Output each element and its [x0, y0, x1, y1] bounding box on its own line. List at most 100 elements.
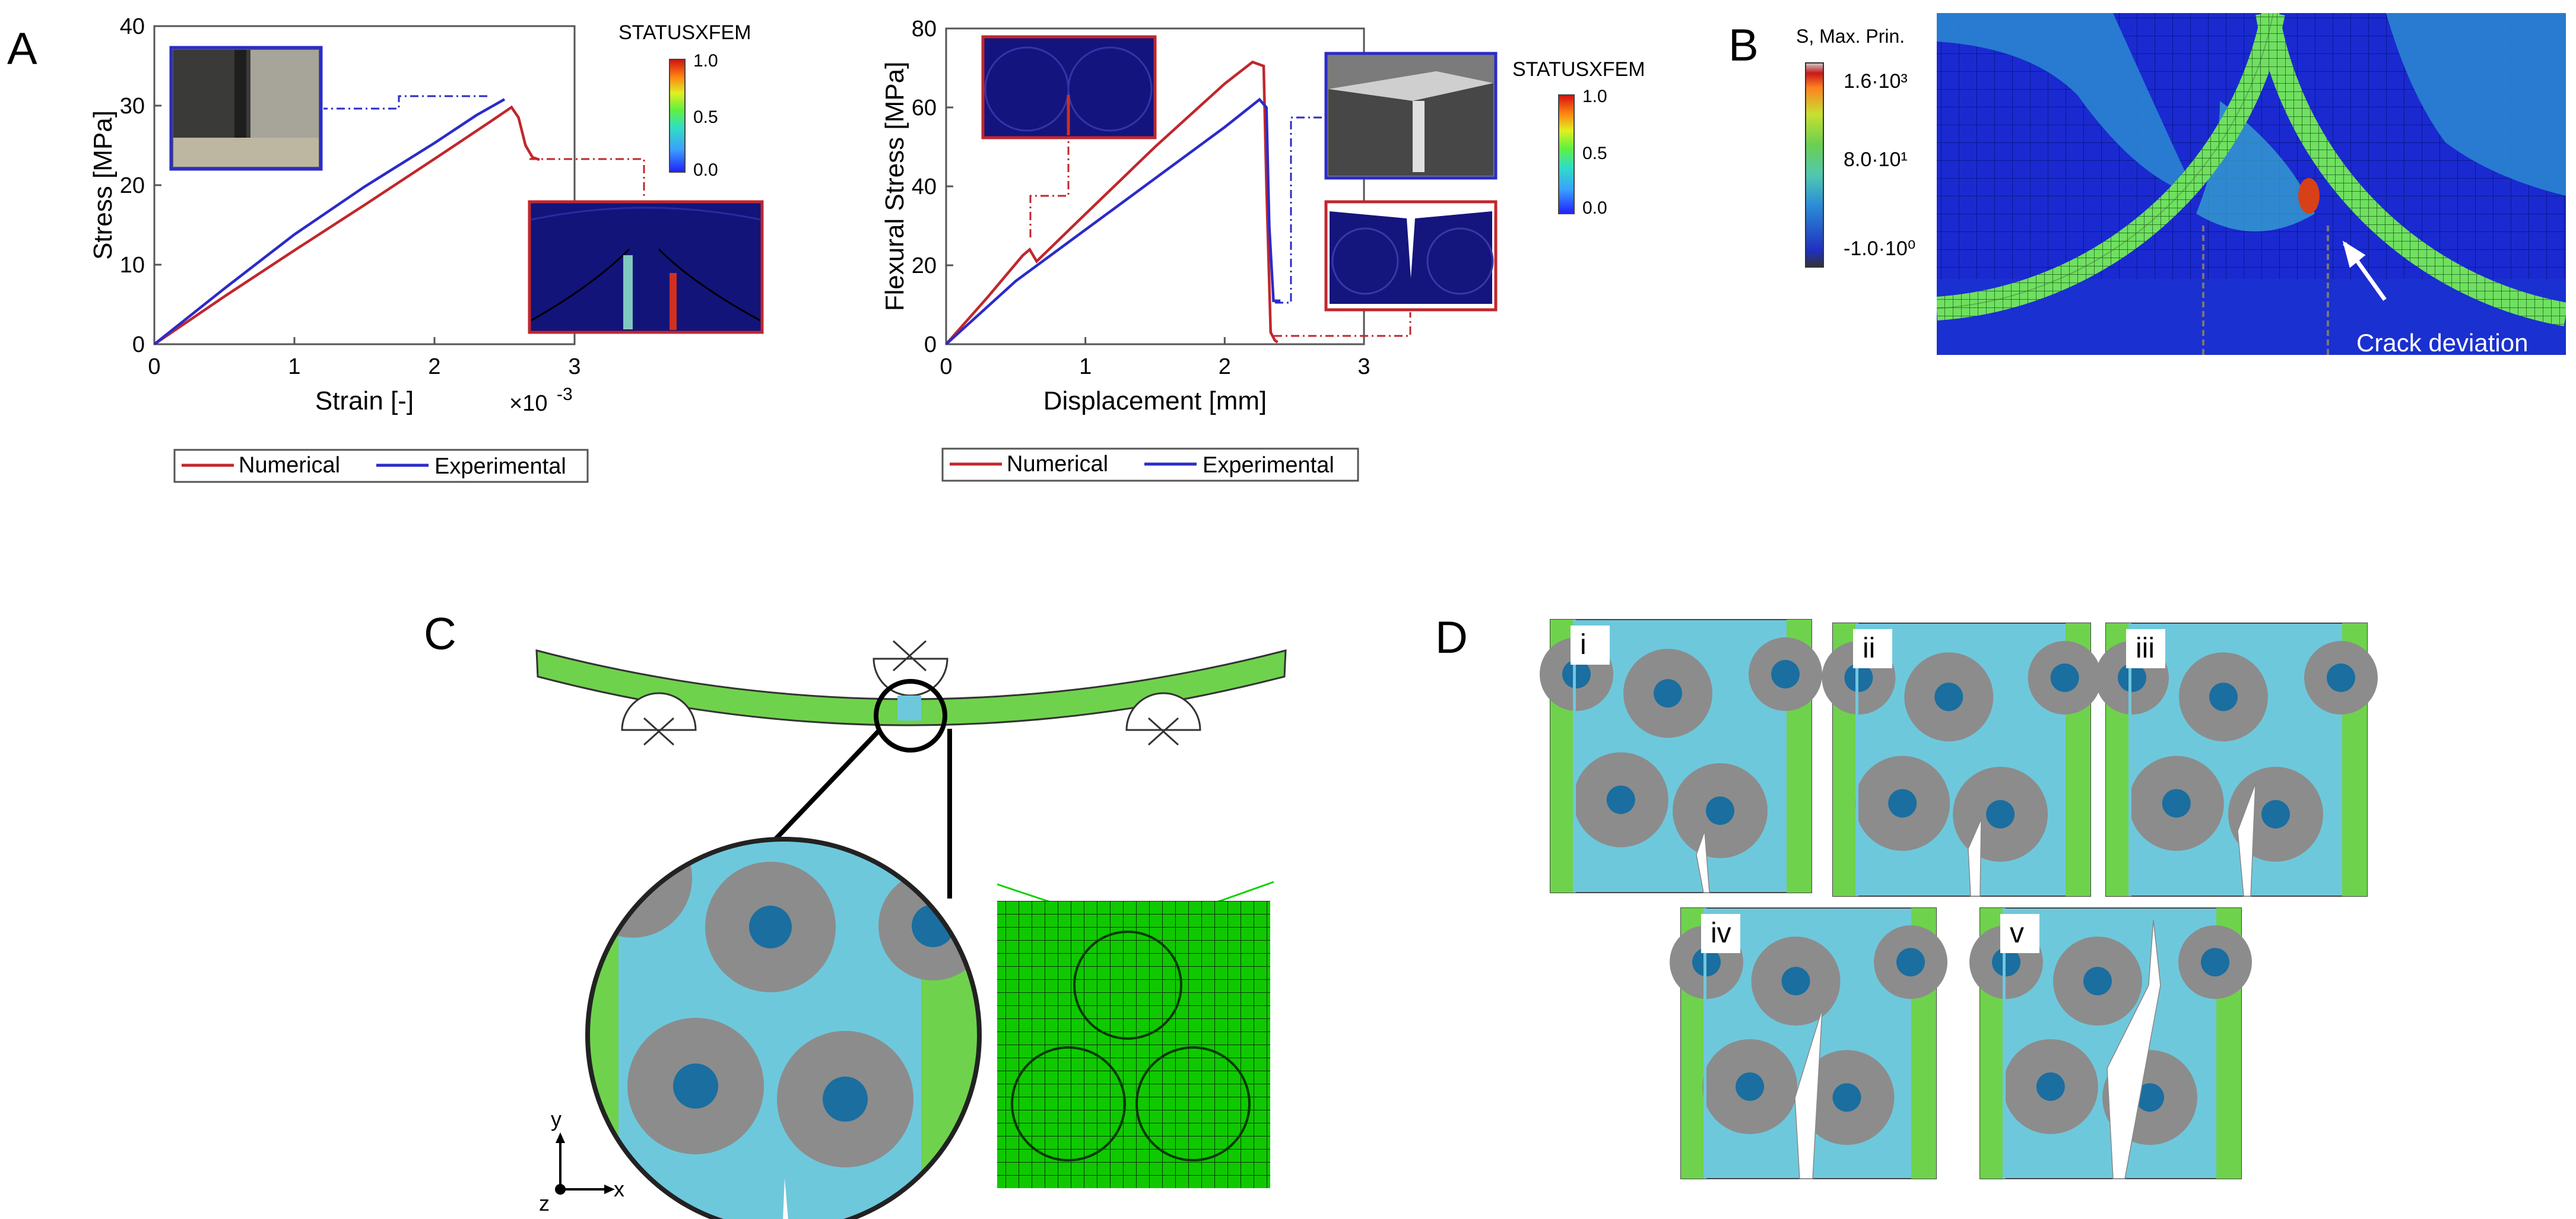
flexural-mesh-inset-top [981, 35, 1157, 139]
fiber-core [1562, 660, 1591, 688]
fiber-core [2209, 682, 2238, 712]
panel-c-fe-mesh [997, 881, 1274, 1188]
x-axis-exponent-power: -3 [557, 385, 573, 404]
stage-iv: iv [1670, 907, 1947, 1179]
x-axis-exponent: ×10 [509, 391, 547, 416]
stage-i: i [1540, 619, 1822, 893]
flexural-colorbar-max: 1.0 [1582, 87, 1607, 106]
panel-label-d: D [1435, 612, 1468, 663]
fiber-core [2201, 948, 2229, 977]
fiber-core [2118, 664, 2146, 692]
flexural-colorbar-mid: 0.5 [1582, 144, 1607, 163]
fiber-core [2162, 789, 2191, 818]
stage-label: ii [1863, 633, 1875, 664]
y-tick-label: 40 [912, 174, 937, 199]
fiber-core [1771, 660, 1800, 688]
tensile-legend-numerical: Numerical [239, 453, 340, 478]
flexural-colorbar-min: 0.0 [1582, 198, 1607, 218]
y-tick-label: 60 [912, 96, 937, 120]
crack [1968, 818, 1982, 897]
stage-ii: ii [1822, 623, 2102, 897]
x-axis-label: Displacement [mm] [1043, 386, 1267, 415]
crack [1696, 830, 1710, 893]
tensile-colorbar-max: 1.0 [693, 51, 718, 71]
fiber-core [2050, 664, 2079, 692]
crack [2237, 783, 2256, 897]
y-tick-label: 0 [924, 332, 937, 357]
fiber-core [2327, 664, 2355, 692]
tensile-colorbar-title: STATUSXFEM [618, 21, 751, 44]
fiber-core [1832, 1083, 1861, 1112]
flexural-photo-connector [1275, 116, 1324, 304]
series-line-numerical [945, 60, 1279, 345]
fiber-core [1606, 785, 1635, 814]
stage-iii: iii [2095, 623, 2378, 897]
panel-b-legend: S, Max. Prin. 1.6·10³ 8.0·10¹ -1.0·10⁰ [1796, 26, 1915, 268]
panel-c-magnified-rve [585, 837, 982, 1219]
panel-c-axis-x: x [614, 1177, 624, 1201]
fiber-core [2036, 1072, 2065, 1101]
x-tick-label: 3 [568, 354, 580, 379]
tensile-xfem-inset [528, 200, 764, 334]
y-tick-label: 0 [132, 332, 145, 357]
panel-b-legend-min: -1.0·10⁰ [1844, 237, 1915, 260]
stage-label: i [1580, 629, 1587, 661]
fiber-core [2261, 800, 2290, 828]
panel-b-legend-title: S, Max. Prin. [1796, 26, 1905, 47]
stage-label: iii [2136, 633, 2155, 664]
x-tick-label: 1 [288, 354, 300, 379]
tensile-xfem-connector [529, 158, 645, 199]
y-tick-label: 40 [120, 14, 145, 39]
x-tick-label: 0 [940, 354, 952, 379]
crack [1794, 1008, 1823, 1179]
x-tick-label: 3 [1357, 354, 1370, 379]
fiber-core [1706, 796, 1734, 825]
flexural-colorbar: STATUSXFEM 1.0 0.5 0.0 [1512, 58, 1645, 218]
flexural-legend: Numerical Experimental [941, 447, 1359, 482]
flexural-top-connector [1029, 140, 1070, 237]
panel-label-b: B [1728, 20, 1759, 71]
x-tick-label: 2 [428, 354, 440, 379]
fiber-core [1888, 789, 1917, 818]
panel-c-axis-y: y [551, 1107, 561, 1131]
x-tick-label: 1 [1079, 354, 1092, 379]
fiber-core [1986, 800, 2015, 828]
stage-label: v [2010, 918, 2024, 949]
fiber-core [1896, 948, 1925, 977]
y-tick-label: 30 [120, 94, 145, 119]
tensile-colorbar-mid: 0.5 [693, 107, 718, 127]
tensile-legend-experimental: Experimental [434, 454, 566, 479]
fiber-core [1736, 1072, 1765, 1101]
x-tick-label: 2 [1219, 354, 1231, 379]
y-tick-label: 80 [912, 17, 937, 42]
fiber-core [1781, 967, 1810, 996]
y-tick-label: 20 [120, 173, 145, 198]
fiber-core [1844, 664, 1873, 692]
series-line-experimental [945, 97, 1281, 345]
y-axis-label: Stress [MPa] [88, 110, 118, 260]
panel-c-axes-triad: y x z [539, 1107, 624, 1215]
y-tick-label: 10 [120, 253, 145, 278]
stage-v: v [1969, 907, 2252, 1179]
y-axis-label: Flexural Stress [MPa] [880, 62, 909, 312]
flexural-photo-inset [1324, 52, 1498, 180]
flexural-crack-inset [1324, 200, 1498, 312]
tensile-photo-connector [323, 95, 487, 110]
x-axis-label: Strain [-] [315, 386, 414, 415]
panel-b-legend-mid: 8.0·10¹ [1844, 148, 1908, 171]
tensile-colorbar: STATUSXFEM 1.0 0.5 0.0 [618, 21, 751, 180]
fiber-core [1654, 679, 1682, 708]
tensile-specimen-photo [169, 46, 323, 171]
tensile-colorbar-min: 0.0 [693, 160, 718, 180]
fiber-core [1934, 682, 1963, 712]
flexural-legend-numerical: Numerical [1007, 452, 1108, 477]
panel-b-annotation: Crack deviation [2356, 329, 2528, 357]
crack [2107, 919, 2161, 1179]
fiber-core [2083, 967, 2112, 996]
panel-b-fe-contour: Crack deviation [1937, 13, 2566, 357]
tensile-legend: Numerical Experimental [173, 449, 589, 483]
fiber-core [2136, 1083, 2164, 1112]
